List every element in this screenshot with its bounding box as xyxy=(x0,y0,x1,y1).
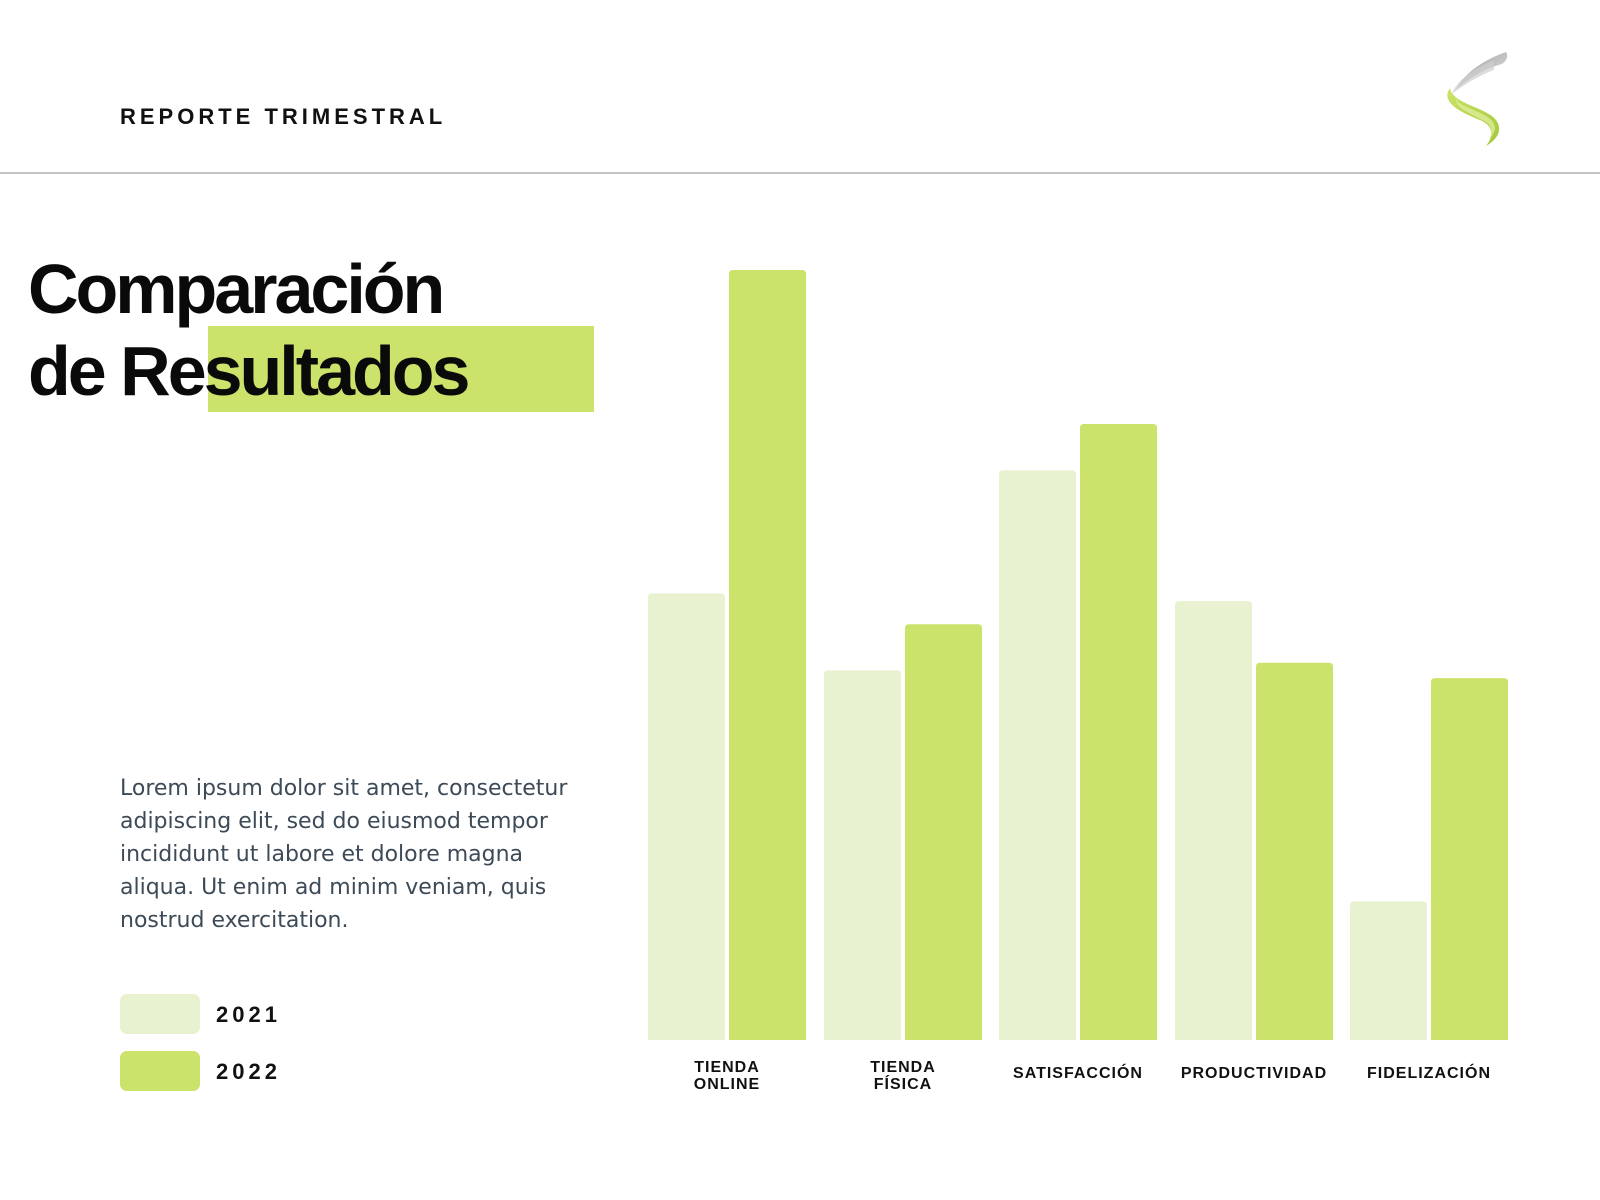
legend-swatch-2022 xyxy=(120,1051,200,1091)
bar-2022-0 xyxy=(729,270,806,1040)
bar-2021-2 xyxy=(999,470,1076,1040)
category-label-1-0: TIENDA xyxy=(870,1059,936,1076)
bar-2021-3 xyxy=(1175,601,1252,1040)
category-label-0-1: ONLINE xyxy=(694,1076,760,1093)
page-title: Comparación de Resultados xyxy=(28,248,470,412)
page-title-line-1: Comparación xyxy=(28,250,445,328)
bar-2022-3 xyxy=(1256,662,1333,1040)
legend-label-2022: 2022 xyxy=(216,1059,281,1084)
bar-2022-1 xyxy=(905,624,982,1040)
legend-label-2021: 2021 xyxy=(216,1002,281,1027)
swoosh-logo-icon xyxy=(1442,50,1514,150)
bar-2021-1 xyxy=(824,670,901,1040)
category-label-1-1: FÍSICA xyxy=(874,1074,932,1093)
category-label-4-0: FIDELIZACIÓN xyxy=(1367,1063,1491,1082)
description-text: Lorem ipsum dolor sit amet, consectetur … xyxy=(120,776,568,933)
header-divider xyxy=(0,172,1600,174)
bar-2022-2 xyxy=(1080,424,1157,1040)
bar-2021-0 xyxy=(648,593,725,1040)
category-label-0-0: TIENDA xyxy=(694,1059,760,1076)
category-label-2-0: SATISFACCIÓN xyxy=(1013,1063,1143,1082)
bar-2022-4 xyxy=(1431,678,1508,1040)
report-label: REPORTE TRIMESTRAL xyxy=(120,104,447,129)
page-title-line-2: de Resultados xyxy=(28,332,470,410)
title-highlight xyxy=(208,326,594,412)
legend-swatch-2021 xyxy=(120,994,200,1034)
bar-2021-4 xyxy=(1350,901,1427,1040)
category-label-3-0: PRODUCTIVIDAD xyxy=(1181,1065,1327,1082)
